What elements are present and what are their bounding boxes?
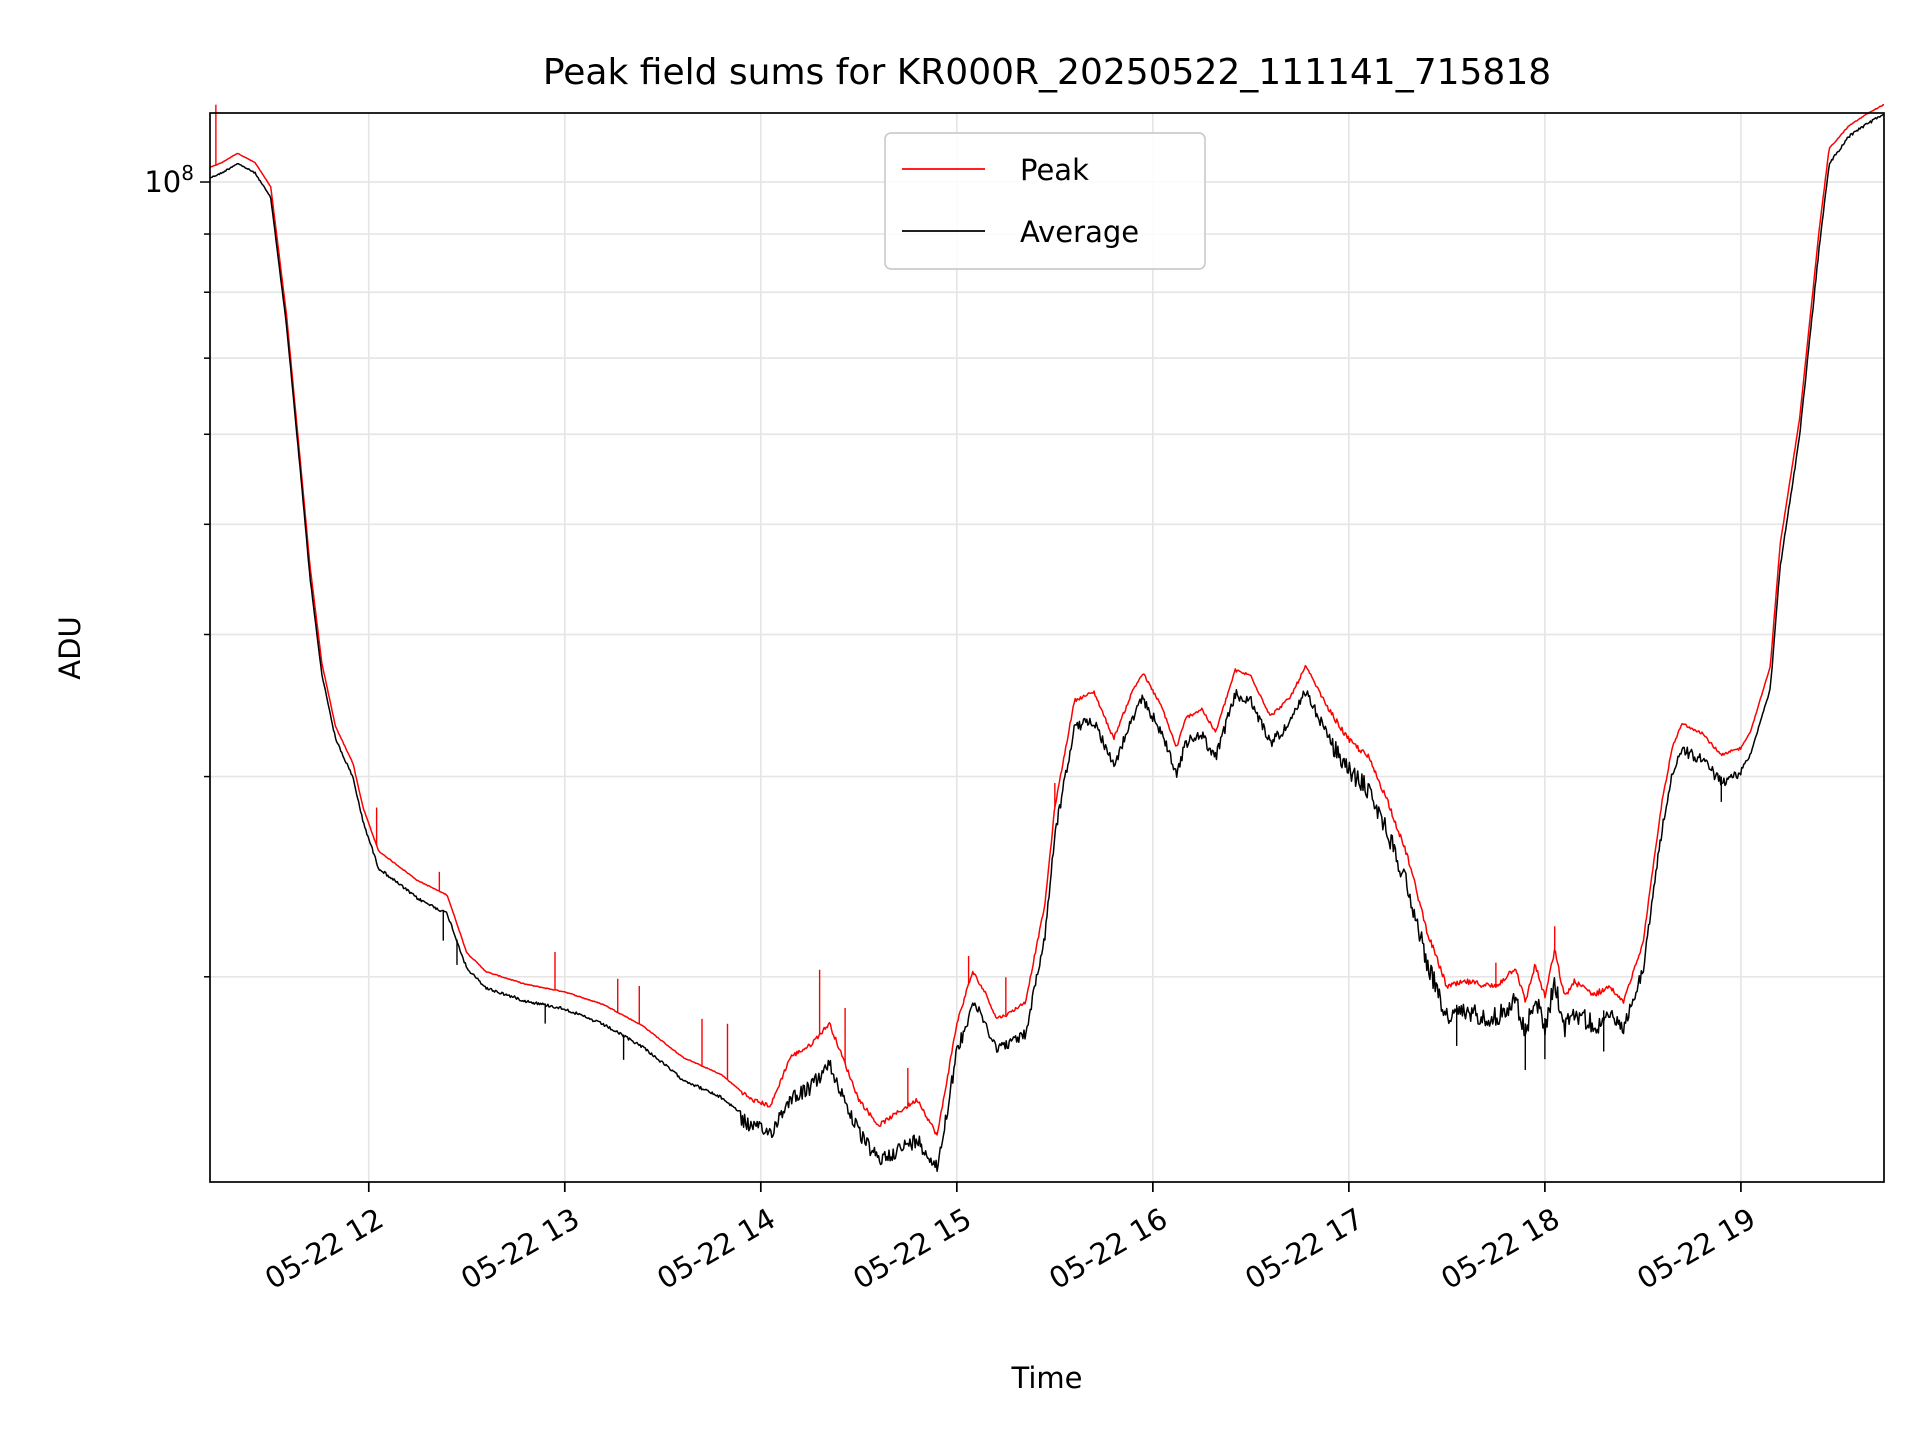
y-tick-label: 108 — [144, 161, 194, 199]
average-series-line — [209, 113, 1885, 1173]
x-axis-label: Time — [1011, 1361, 1083, 1395]
legend-box — [884, 132, 1206, 270]
peak-series-line — [209, 104, 1885, 1136]
plot-frame — [209, 112, 1885, 1183]
chart-title: Peak field sums for KR000R_20250522_1111… — [543, 52, 1551, 93]
legend-label-peak: Peak — [1020, 153, 1089, 187]
legend: Peak Average — [884, 132, 1206, 270]
legend-label-average: Average — [1020, 215, 1139, 249]
grid-lines — [210, 113, 1884, 1182]
series-lines — [209, 104, 1885, 1173]
y-axis-label: ADU — [53, 616, 87, 679]
